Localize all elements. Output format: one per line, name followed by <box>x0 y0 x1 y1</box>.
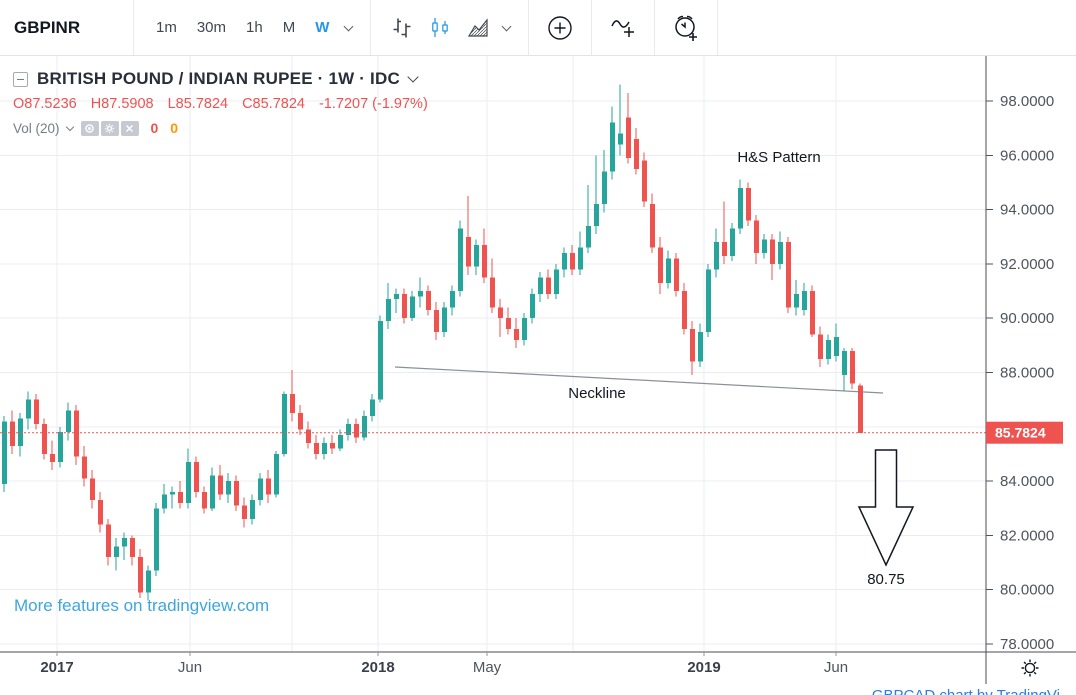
volume-visibility-icon[interactable] <box>80 120 99 136</box>
ohlc-row: O87.5236 H87.5908 L85.7824 C85.7824 -1.7… <box>13 96 428 112</box>
interval-button-W[interactable]: W <box>315 19 330 36</box>
axis-settings-gear-icon[interactable] <box>1018 656 1042 685</box>
last-price-axis-label: 85.7824 <box>986 421 1063 444</box>
tradingview-watermark-link[interactable]: More features on tradingview.com <box>14 596 270 615</box>
svg-text:Jun: Jun <box>178 659 202 676</box>
ohlc-low: L85.7824 <box>167 96 229 112</box>
svg-text:98.0000: 98.0000 <box>1000 93 1054 110</box>
toolbar-divider <box>654 0 656 55</box>
svg-text:88.0000: 88.0000 <box>1000 365 1054 382</box>
interval-button-30m[interactable]: 30m <box>196 19 227 36</box>
legend-collapse-icon[interactable] <box>13 71 28 87</box>
volume-indicator-label[interactable]: Vol (20) <box>13 120 60 136</box>
toolbar-divider <box>370 0 372 55</box>
volume-remove-icon[interactable] <box>120 120 139 136</box>
svg-text:80.0000: 80.0000 <box>1000 582 1054 599</box>
svg-text:85.7824: 85.7824 <box>995 425 1046 441</box>
chevron-down-icon[interactable] <box>407 71 419 83</box>
area-chart-type-icon[interactable] <box>459 9 497 47</box>
chevron-down-icon[interactable] <box>343 21 354 31</box>
volume-settings-gear-icon[interactable] <box>100 120 119 136</box>
svg-text:Jun: Jun <box>824 659 848 676</box>
bars-chart-type-icon[interactable] <box>383 9 421 47</box>
interval-button-M[interactable]: M <box>282 19 296 36</box>
svg-text:May: May <box>473 659 502 676</box>
time-axis[interactable]: 2017 Jun 2018 May 2019 Jun <box>40 652 848 676</box>
target-price-label[interactable]: 80.75 <box>867 571 905 588</box>
svg-text:2017: 2017 <box>40 659 73 676</box>
chart-legend: BRITISH POUND / INDIAN RUPEE · 1W · IDC … <box>13 68 428 136</box>
volume-value-1: 0 <box>150 120 159 136</box>
toolbar-divider <box>717 0 719 55</box>
symbol-name[interactable]: GBPINR <box>14 17 81 37</box>
svg-text:96.0000: 96.0000 <box>1000 147 1054 164</box>
ohlc-high: H87.5908 <box>90 96 154 112</box>
chart-type-group <box>371 0 528 55</box>
interval-button-1m[interactable]: 1m <box>156 19 177 36</box>
svg-text:2018: 2018 <box>361 659 394 676</box>
chevron-down-icon[interactable] <box>65 122 74 132</box>
svg-text:92.0000: 92.0000 <box>1000 256 1054 273</box>
chart-title[interactable]: BRITISH POUND / INDIAN RUPEE · 1W · IDC <box>37 69 400 88</box>
candles[interactable] <box>2 84 863 601</box>
interval-button-1h[interactable]: 1h <box>246 19 263 36</box>
chevron-down-icon[interactable] <box>501 21 512 31</box>
ohlc-change: -1.7207 (-1.97%) <box>318 96 428 112</box>
ohlc-open: O87.5236 <box>13 96 77 112</box>
neckline-label[interactable]: Neckline <box>568 385 626 402</box>
compare-add-icon[interactable] <box>541 9 579 47</box>
svg-text:90.0000: 90.0000 <box>1000 310 1054 327</box>
indicators-add-icon[interactable] <box>604 9 642 47</box>
indicators-group <box>592 0 654 55</box>
svg-text:94.0000: 94.0000 <box>1000 202 1054 219</box>
svg-text:84.0000: 84.0000 <box>1000 473 1054 490</box>
hs-pattern-label[interactable]: H&S Pattern <box>737 149 820 166</box>
toolbar-divider <box>528 0 530 55</box>
toolbar-divider <box>591 0 593 55</box>
alert-add-icon[interactable] <box>667 9 705 47</box>
price-axis[interactable]: 98.0000 96.0000 94.0000 92.0000 90.0000 88.00… <box>0 56 1076 684</box>
svg-text:78.0000: 78.0000 <box>1000 636 1054 653</box>
toolbar-divider <box>133 0 134 55</box>
volume-value-2: 0 <box>170 120 179 136</box>
candles-chart-type-icon[interactable] <box>421 9 459 47</box>
compare-group <box>529 0 591 55</box>
chart-attribution-link[interactable]: GBPCAD chart by TradingVi <box>872 687 1060 695</box>
down-arrow-drawing[interactable] <box>857 449 915 567</box>
svg-text:82.0000: 82.0000 <box>1000 527 1054 544</box>
ohlc-close: C85.7824 <box>242 96 305 112</box>
neckline-trendline[interactable] <box>394 366 884 394</box>
svg-text:2019: 2019 <box>687 659 720 676</box>
interval-group: 1m 30m 1h M W <box>134 0 370 55</box>
top-toolbar: GBPINR 1m 30m 1h M W <box>0 0 1076 56</box>
alert-group <box>655 0 717 55</box>
